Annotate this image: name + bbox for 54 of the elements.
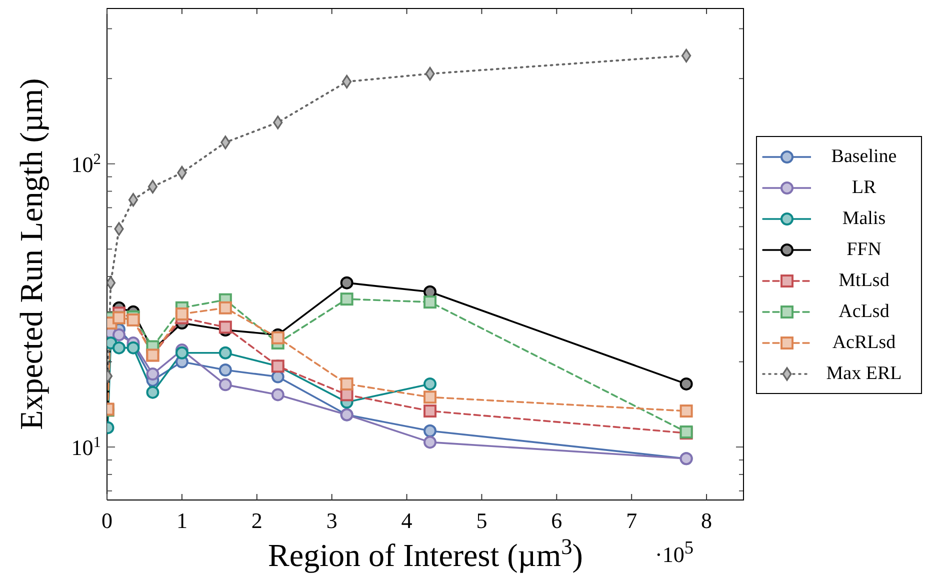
point [148, 180, 158, 194]
point [423, 377, 436, 390]
y-axis-title: Expected Run Length (µm) [13, 78, 49, 430]
point [680, 404, 693, 418]
legend-label: FFN [846, 238, 882, 260]
x-tick-label: 5 [476, 508, 488, 533]
y-tick-label: 10$^{2}$ [71, 150, 101, 177]
point [218, 301, 232, 314]
point [128, 193, 138, 207]
point [340, 377, 354, 390]
x-tick-label: 4 [401, 508, 412, 533]
point [273, 116, 283, 130]
point [175, 307, 188, 320]
x-tick-label: 1 [176, 508, 188, 533]
legend-label: AcLsd [838, 300, 890, 322]
point [423, 424, 436, 438]
point [220, 136, 230, 150]
point [340, 292, 354, 306]
point [340, 276, 354, 290]
point [146, 386, 160, 399]
point [218, 320, 232, 334]
point [681, 48, 692, 62]
x-tick-label: 8 [701, 508, 712, 533]
point [342, 74, 352, 88]
x-tick-label: 7 [626, 508, 638, 533]
point [114, 222, 124, 236]
legend-label: Baseline [831, 146, 897, 166]
legend-label: LR [852, 176, 876, 198]
point [271, 388, 284, 402]
text: ·10$^{5}$ [655, 538, 694, 568]
legend-label: MtLsd [838, 270, 890, 290]
point [146, 368, 160, 381]
legend-label: AcRLsd [832, 332, 896, 352]
x-tick-label: 3 [326, 508, 338, 533]
point [112, 341, 126, 354]
point [175, 346, 188, 360]
point [112, 328, 126, 342]
x-tick-label: 2 [251, 508, 262, 533]
point [218, 378, 232, 392]
point [423, 436, 436, 449]
legend-label: Max ERL [826, 362, 902, 384]
x-tick-label: 0 [102, 508, 112, 533]
x-axis-title: Region of Interest (µm$^{3}$) [268, 534, 583, 573]
point [218, 346, 232, 360]
point [126, 341, 140, 354]
point [218, 364, 232, 377]
point [271, 331, 284, 344]
x-tick-label: 6 [551, 508, 562, 533]
legend-label: Malis [842, 208, 886, 228]
point [680, 377, 693, 390]
y-tick-label: 10$^{1}$ [71, 434, 101, 460]
point [423, 404, 436, 418]
point [423, 390, 436, 404]
point [423, 296, 436, 309]
